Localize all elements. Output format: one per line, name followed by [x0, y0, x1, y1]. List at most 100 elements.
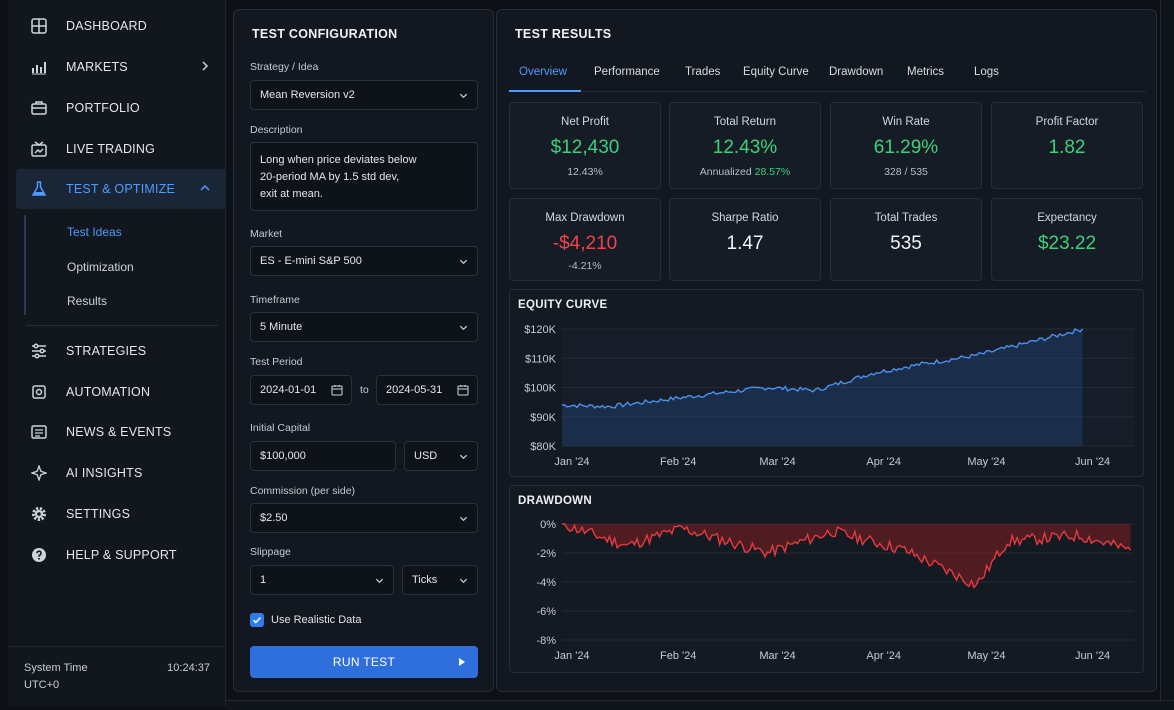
tab-metrics[interactable]: Metrics	[907, 66, 945, 78]
chart-title: DRAWDOWN	[518, 495, 592, 507]
dashboard-icon	[30, 17, 48, 35]
sidebar-item-test-optimize[interactable]: TEST & OPTIMIZE	[16, 169, 226, 209]
strategy-label: Strategy / Idea	[250, 61, 319, 73]
sidebar-item-settings[interactable]: SETTINGS	[16, 494, 226, 534]
commission-select[interactable]: $2.50	[250, 503, 478, 533]
sidebar-item-portfolio[interactable]: PORTFOLIO	[16, 88, 226, 128]
strategy-value: Mean Reversion v2	[260, 89, 355, 101]
timeframe-select[interactable]: 5 Minute	[250, 312, 478, 342]
description-label: Description	[250, 124, 303, 136]
sidebar-item-automation[interactable]: AUTOMATION	[16, 372, 226, 412]
chevron-down-icon	[459, 259, 468, 265]
metric-value: $23.22	[1037, 233, 1097, 254]
sidebar-item-ai-insights[interactable]: AI INSIGHTS	[16, 453, 226, 493]
metric-value: -$4,210	[552, 233, 618, 254]
x-tick-label: Mar '24	[759, 650, 795, 662]
sidebar-item-label: AUTOMATION	[66, 385, 151, 399]
slippage-unit-select[interactable]: Ticks	[402, 565, 478, 595]
metric-sub-value: 28.57%	[754, 166, 791, 178]
tab-trades[interactable]: Trades	[685, 66, 721, 78]
sidebar-item-help-support[interactable]: HELP & SUPPORT	[16, 535, 226, 575]
tab-equity-curve[interactable]: Equity Curve	[743, 66, 809, 78]
sidebar-item-label: NEWS & EVENTS	[66, 425, 172, 439]
description-line: exit at mean.	[260, 188, 323, 200]
metric-card-total-trades: Total Trades 535	[830, 198, 982, 281]
description-line: Long when price deviates below	[260, 154, 417, 166]
start-date-input[interactable]: 2024-01-01	[250, 375, 352, 405]
initial-capital-input[interactable]: $100,000	[250, 441, 396, 471]
sidebar-item-label: PORTFOLIO	[66, 101, 140, 115]
equity-curve-plot: $120K $110K $100K $90K $80K Jan '24 Feb '24 Mar…	[524, 324, 1134, 468]
sidebar-sub-item-optimization[interactable]: Optimization	[67, 260, 134, 274]
x-tick-label: Feb '24	[660, 650, 696, 662]
metric-value: $12,430	[550, 137, 620, 158]
live-trading-icon	[30, 140, 48, 158]
y-tick-label: -2%	[536, 548, 556, 560]
metric-card-sharpe-ratio: Sharpe Ratio 1.47	[669, 198, 821, 281]
market-label: Market	[250, 228, 283, 240]
sidebar-item-dashboard[interactable]: DASHBOARD	[16, 6, 226, 46]
help-icon	[30, 546, 48, 564]
metric-title: Expectancy	[1037, 212, 1097, 224]
chevron-down-icon	[375, 578, 384, 584]
metric-card-expectancy: Expectancy $23.22	[991, 198, 1143, 281]
period-to-label: to	[360, 384, 369, 396]
run-test-label: RUN TEST	[332, 655, 396, 669]
sidebar-item-strategies[interactable]: STRATEGIES	[16, 331, 226, 371]
realistic-data-checkbox[interactable]	[250, 613, 264, 627]
tab-logs[interactable]: Logs	[974, 66, 999, 78]
series-area	[562, 328, 1083, 446]
system-time-label: System Time	[24, 662, 88, 674]
y-tick-label: -6%	[536, 606, 556, 618]
sidebar-item-markets[interactable]: MARKETS	[16, 47, 226, 87]
x-tick-label: Jan '24	[554, 456, 589, 468]
gear-icon	[30, 505, 48, 523]
metric-value: 61.29%	[873, 137, 939, 158]
sidebar-sub-item-test-ideas[interactable]: Test Ideas	[67, 225, 122, 239]
y-tick-label: $110K	[525, 353, 557, 365]
market-value: ES - E-mini S&P 500	[260, 255, 362, 267]
test-configuration-panel: TEST CONFIGURATION Strategy / Idea Mean …	[233, 9, 494, 692]
initial-capital-label: Initial Capital	[250, 422, 311, 434]
market-select[interactable]: ES - E-mini S&P 500	[250, 246, 478, 276]
sidebar-item-label: AI INSIGHTS	[66, 466, 143, 480]
series-area	[562, 524, 1131, 588]
slippage-unit-value: Ticks	[412, 574, 438, 586]
sliders-icon	[30, 342, 48, 360]
metric-sub: 12.43%	[567, 166, 603, 178]
x-tick-label: Jun '24	[1075, 456, 1110, 468]
tab-performance[interactable]: Performance	[594, 66, 660, 78]
description-textarea[interactable]: Long when price deviates below 20-period…	[250, 142, 478, 211]
timeframe-label: Timeframe	[250, 294, 300, 306]
slippage-label: Slippage	[250, 546, 291, 558]
currency-value: USD	[414, 450, 438, 462]
realistic-data-label: Use Realistic Data	[271, 614, 362, 626]
run-test-button[interactable]: RUN TEST	[250, 646, 478, 678]
chevron-down-icon	[459, 578, 468, 584]
sidebar-item-live-trading[interactable]: LIVE TRADING	[16, 129, 226, 169]
tab-overview[interactable]: Overview	[519, 66, 567, 78]
currency-select[interactable]: USD	[404, 441, 478, 471]
x-tick-label: Feb '24	[660, 456, 696, 468]
metric-card-net-profit: Net Profit $12,430 12.43%	[509, 102, 661, 189]
slippage-select[interactable]: 1	[250, 565, 394, 595]
calendar-icon	[457, 385, 469, 396]
timezone-label: UTC+0	[24, 679, 60, 691]
sidebar-item-label: HELP & SUPPORT	[66, 548, 177, 562]
tab-drawdown[interactable]: Drawdown	[829, 66, 884, 78]
panel-title: TEST RESULTS	[515, 27, 612, 41]
metric-sub: Annualized 28.57%	[670, 166, 820, 178]
sidebar-item-label: MARKETS	[66, 60, 128, 74]
sidebar-sub-item-results[interactable]: Results	[67, 294, 108, 308]
end-date-input[interactable]: 2024-05-31	[376, 375, 478, 405]
strategy-select[interactable]: Mean Reversion v2	[250, 80, 478, 110]
commission-value: $2.50	[260, 512, 288, 524]
sidebar: DASHBOARD MARKETS PORTFOLIO LIVE TRADING…	[8, 0, 226, 706]
sidebar-item-news-events[interactable]: NEWS & EVENTS	[16, 412, 226, 452]
submenu-rail	[24, 215, 26, 315]
results-tabs: Overview Performance Trades Equity Curve…	[509, 50, 1146, 92]
commission-label: Commission (per side)	[250, 485, 356, 497]
chevron-right-icon	[202, 61, 209, 71]
x-tick-label: May '24	[967, 456, 1005, 468]
initial-capital-value: $100,000	[260, 450, 306, 462]
